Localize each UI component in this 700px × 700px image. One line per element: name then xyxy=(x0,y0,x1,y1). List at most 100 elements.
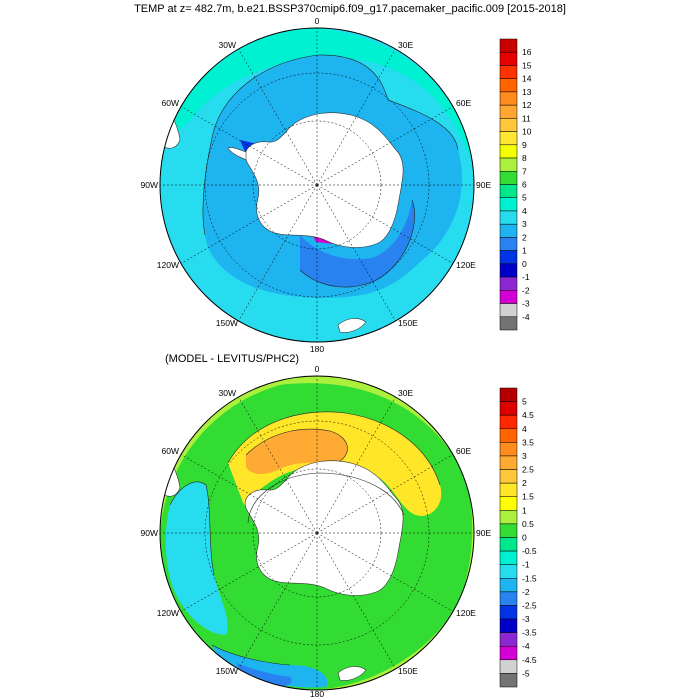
colorbar-swatch xyxy=(499,316,518,331)
colorbar-label: 3 xyxy=(522,219,527,229)
lon-label-30w: 30W xyxy=(219,40,236,50)
map-title: TEMP at z= 482.7m, b.e21.BSSP370cmip6.f0… xyxy=(134,3,566,15)
colorbar-label: 3.5 xyxy=(522,437,534,447)
lon-label-120w: 120W xyxy=(157,608,179,618)
colorbar-swatch xyxy=(499,78,518,93)
colorbar-swatch xyxy=(499,632,518,647)
lon-label-150e: 150E xyxy=(398,666,418,676)
colorbar-swatch xyxy=(499,482,518,497)
colorbar-label: 15 xyxy=(522,60,532,70)
lon-label-0: 0 xyxy=(315,364,320,374)
colorbar-label: 2.5 xyxy=(522,465,534,475)
colorbar-label: 9 xyxy=(522,140,527,150)
colorbar-label: -3.5 xyxy=(522,628,537,638)
difference-map-title: (MODEL - LEVITUS/PHC2) xyxy=(165,353,300,365)
lon-label-150e: 150E xyxy=(398,318,418,328)
colorbar-swatch xyxy=(499,414,518,430)
lon-label-150w: 150W xyxy=(216,318,238,328)
colorbar-label: 1 xyxy=(522,505,527,515)
colorbar-label: -1 xyxy=(522,560,530,570)
colorbar-label: -3 xyxy=(522,299,530,309)
cold-anomaly-pacific xyxy=(165,481,228,635)
colorbar-swatch xyxy=(499,223,518,238)
strong-warm-anomaly xyxy=(246,429,348,474)
colorbar-label: -2.5 xyxy=(522,600,537,610)
colorbar-label: -2 xyxy=(522,587,530,597)
cold-anomaly-south-pacific xyxy=(212,645,328,688)
isotherm-contour xyxy=(211,54,459,151)
colorbar-label: 14 xyxy=(522,74,532,84)
lon-label-90w: 90W xyxy=(141,180,158,190)
colorbar-swatch xyxy=(499,171,518,185)
map-border xyxy=(159,375,475,691)
lon-label-60w: 60W xyxy=(162,98,179,108)
lon-label-120e: 120E xyxy=(456,608,476,618)
colorbar-label: 2 xyxy=(522,232,527,242)
colorbar-swatch xyxy=(499,564,518,579)
colorbar-label: -4.5 xyxy=(522,655,537,665)
difference-map-panel: 0 30E 60E 90E 120E 150E 180 150W 120W 90… xyxy=(141,364,537,699)
colorbar-label: 1.5 xyxy=(522,492,534,502)
colorbar-label: 7 xyxy=(522,166,527,176)
colorbar-label: 10 xyxy=(522,127,532,137)
colorbar-swatch xyxy=(499,645,518,661)
colorbar-swatch xyxy=(499,197,518,212)
colorbar-label: 2 xyxy=(522,478,527,488)
colorbar-label: 3 xyxy=(522,451,527,461)
lon-label-60w: 60W xyxy=(162,446,179,456)
colorbar-label: -3 xyxy=(522,614,530,624)
coastal-cold-band xyxy=(300,200,415,288)
colorbar-label: -1 xyxy=(522,272,530,282)
colorbar-swatch xyxy=(499,104,518,119)
colorbar-swatch xyxy=(499,550,518,565)
colorbar-swatch xyxy=(499,276,518,291)
lon-label-90w: 90W xyxy=(141,528,158,538)
colorbar-swatch xyxy=(499,157,518,172)
colorbar-label: 5 xyxy=(522,397,527,407)
colorbar-swatch xyxy=(499,91,518,106)
colorbar-label: 4.5 xyxy=(522,410,534,420)
colorbar-swatch xyxy=(499,237,518,251)
colorbar-label: 8 xyxy=(522,153,527,163)
isotherm-contour xyxy=(202,137,213,236)
colorbar-label: 6 xyxy=(522,180,527,190)
colorbar-swatch xyxy=(499,442,518,457)
lon-label-60e: 60E xyxy=(456,446,471,456)
colorbar-label: 0.5 xyxy=(522,519,534,529)
colorbar-swatch xyxy=(499,578,518,593)
lon-label-30e: 30E xyxy=(398,388,413,398)
lon-label-90e: 90E xyxy=(476,528,491,538)
colorbar-swatch xyxy=(499,618,518,633)
colorbar-swatch xyxy=(499,144,518,159)
lon-label-60e: 60E xyxy=(456,98,471,108)
colorbar-label: -2 xyxy=(522,285,530,295)
colorbar-swatch xyxy=(499,387,518,402)
graticule xyxy=(160,28,474,342)
anomaly-colorbar: 5 4.5 4 3.5 3 2.5 2 1.5 1 0.5 0 -0.5 -1 -1.5 -2 -2.5 -3 -… xyxy=(499,387,537,688)
colorbar-label: 16 xyxy=(522,47,532,57)
colorbar-label: 13 xyxy=(522,87,532,97)
colorbar-label: 4 xyxy=(522,206,527,216)
colorbar-swatch xyxy=(499,510,518,525)
lon-label-90e: 90E xyxy=(476,180,491,190)
colorbar-swatch xyxy=(499,118,518,132)
colorbar-swatch xyxy=(499,263,518,278)
colorbar-label: -5 xyxy=(522,668,530,678)
colorbar-label: 4 xyxy=(522,424,527,434)
antarctic-peninsula xyxy=(227,147,247,161)
new-zealand-land xyxy=(337,318,367,333)
lon-label-0: 0 xyxy=(315,16,320,26)
temperature-map-panel: 0 30E 60E 90E 120E 150E 180 150W 120W 90… xyxy=(141,16,532,354)
lon-label-30w: 30W xyxy=(219,388,236,398)
colorbar-swatch xyxy=(499,469,518,484)
colorbar-label: -4 xyxy=(522,641,530,651)
new-zealand-land xyxy=(337,666,367,681)
colorbar-swatch xyxy=(499,537,518,552)
antarctica-landmass xyxy=(244,460,404,596)
lon-label-120e: 120E xyxy=(456,260,476,270)
warm-water-band-atlantic-indian xyxy=(170,28,470,160)
colorbar-swatch xyxy=(499,210,518,225)
colorbar-swatch xyxy=(499,428,518,443)
colorbar-swatch xyxy=(499,673,518,688)
